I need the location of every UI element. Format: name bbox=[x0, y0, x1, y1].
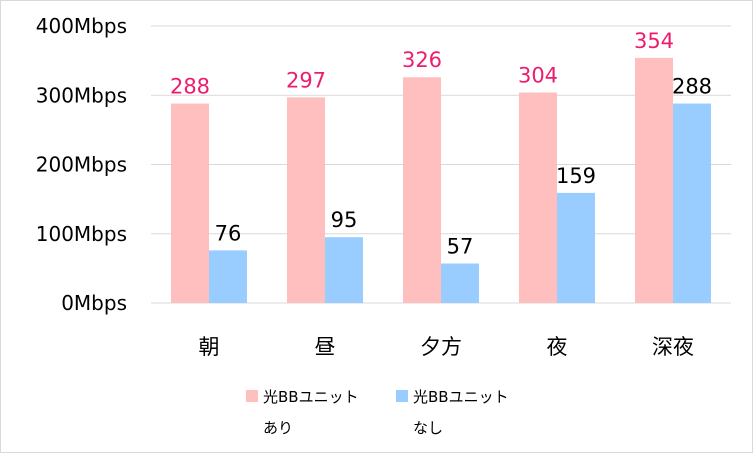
bar-series-2 bbox=[441, 263, 479, 303]
bar-series-2 bbox=[209, 250, 247, 303]
x-axis-categories: 朝 昼 夕方 夜 深夜 bbox=[199, 335, 695, 359]
data-label-series-2: 57 bbox=[447, 235, 474, 259]
bar-series-2 bbox=[557, 192, 595, 303]
bar-series-2 bbox=[325, 237, 363, 303]
bar-series-1 bbox=[403, 77, 441, 304]
category-label: 深夜 bbox=[652, 335, 694, 359]
legend-label-series-1-line1: 光BBユニット bbox=[263, 388, 359, 406]
bars bbox=[171, 57, 711, 304]
data-label-series-1: 326 bbox=[402, 48, 442, 72]
data-label-series-2: 288 bbox=[672, 75, 712, 99]
legend-swatch-series-1 bbox=[246, 390, 258, 402]
data-label-series-2: 76 bbox=[215, 221, 242, 245]
bar-series-2 bbox=[673, 103, 711, 303]
legend-label-series-2-line1: 光BBユニット bbox=[413, 388, 509, 406]
category-label: 夕方 bbox=[420, 335, 462, 359]
legend-label-series-2-line2: なし bbox=[413, 419, 443, 437]
data-label-series-1: 288 bbox=[170, 75, 210, 99]
bar-series-1 bbox=[287, 97, 325, 303]
legend-label-series-1-line2: あり bbox=[263, 419, 293, 437]
y-tick-label: 100Mbps bbox=[36, 222, 127, 246]
legend: 光BBユニット あり 光BBユニット なし bbox=[246, 388, 509, 437]
data-labels: 288 76 297 95 326 57 304 159 354 288 bbox=[170, 29, 712, 259]
data-label-series-2: 159 bbox=[556, 164, 596, 188]
category-label: 朝 bbox=[199, 335, 220, 359]
category-label: 昼 bbox=[315, 335, 336, 359]
legend-swatch-series-2 bbox=[396, 390, 408, 402]
data-label-series-1: 354 bbox=[634, 29, 674, 53]
bar-series-1 bbox=[171, 103, 209, 303]
bar-series-1 bbox=[635, 57, 673, 304]
data-label-series-1: 297 bbox=[286, 68, 326, 92]
y-tick-label: 0Mbps bbox=[61, 291, 127, 315]
data-label-series-2: 95 bbox=[331, 208, 358, 232]
y-tick-label: 400Mbps bbox=[36, 14, 127, 38]
y-axis-ticks: 0Mbps 100Mbps 200Mbps 300Mbps 400Mbps bbox=[36, 14, 127, 315]
data-label-series-1: 304 bbox=[518, 63, 558, 87]
category-label: 夜 bbox=[547, 335, 568, 359]
y-tick-label: 300Mbps bbox=[36, 83, 127, 107]
y-tick-label: 200Mbps bbox=[36, 153, 127, 177]
bar-series-1 bbox=[519, 92, 557, 303]
